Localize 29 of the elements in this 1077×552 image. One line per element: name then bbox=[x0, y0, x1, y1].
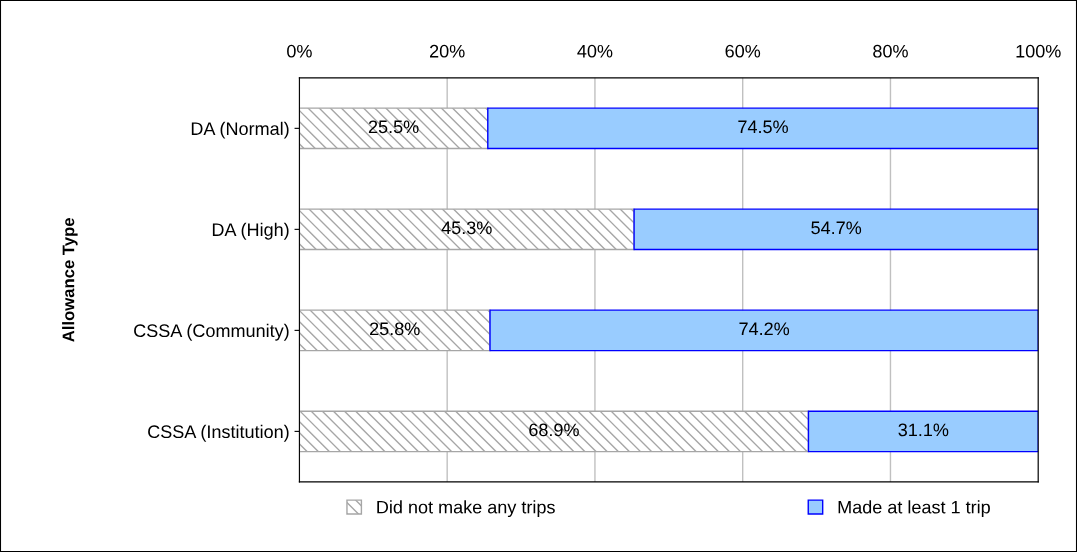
bar bbox=[633, 208, 1039, 251]
y-axis-title: Allowance Type bbox=[62, 218, 78, 342]
x-tick-label: 40% bbox=[577, 44, 613, 58]
data-label: 74.5% bbox=[738, 120, 788, 134]
bar bbox=[487, 107, 1039, 150]
bar bbox=[299, 410, 810, 453]
y-tick-label: CSSA (Community) bbox=[134, 323, 289, 341]
data-label: 31.1% bbox=[898, 423, 949, 437]
data-label: 25.5% bbox=[368, 120, 419, 134]
data-label: 25.8% bbox=[370, 322, 420, 336]
data-label: 68.9% bbox=[529, 423, 579, 437]
data-label: 45.3% bbox=[441, 221, 492, 235]
bar bbox=[807, 410, 1039, 453]
bar bbox=[299, 208, 635, 251]
legend-label: Made at least 1 trip bbox=[838, 500, 990, 518]
x-tick-label: 80% bbox=[873, 44, 908, 58]
x-tick-label: 60% bbox=[725, 44, 761, 58]
y-tick-label: DA (High) bbox=[212, 222, 289, 240]
y-tick-label: CSSA (Institution) bbox=[148, 424, 289, 442]
bar bbox=[299, 107, 489, 150]
data-label: 54.7% bbox=[811, 221, 862, 235]
legend-label: Did not make any trips bbox=[377, 500, 555, 518]
x-tick-label: 0% bbox=[287, 44, 312, 58]
bar bbox=[299, 309, 491, 352]
bar bbox=[489, 309, 1039, 352]
x-tick-label: 20% bbox=[430, 44, 465, 58]
data-label: 74.2% bbox=[739, 322, 790, 336]
x-tick-label: 100% bbox=[1016, 44, 1061, 58]
y-tick-label: DA (Normal) bbox=[191, 121, 289, 139]
